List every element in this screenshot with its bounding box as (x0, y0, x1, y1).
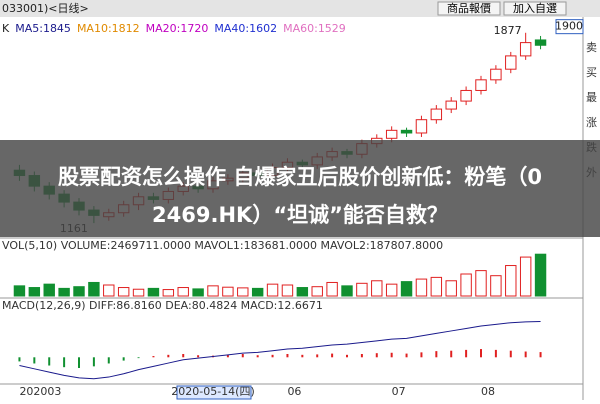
volume-bar (88, 281, 100, 297)
volume-bar (281, 284, 294, 297)
x-tick-label: 2020-05-14(四) (171, 385, 255, 398)
volume-bar (400, 281, 413, 297)
volume-bar (385, 283, 398, 297)
side-label: 买 (586, 66, 597, 79)
volume-bar (311, 286, 323, 297)
volume-bar (534, 253, 547, 297)
volume-bar (222, 286, 234, 297)
legend-entry: MA20:1720 (146, 22, 209, 35)
button[interactable] (437, 1, 501, 16)
x-tick-label: 08 (481, 385, 495, 398)
banner-line: 2469.HK）“坦诚”能否自救？ (152, 203, 448, 227)
stock-code: 033001)<日线> (2, 1, 89, 15)
volume-label: VOL(5,10) VOLUME:2469711.0000 MAVOL1:183… (2, 239, 443, 252)
volume-bar (147, 287, 160, 297)
legend-entry: MA60:1529 (283, 22, 346, 35)
volume-bar (73, 286, 85, 297)
volume-bar (341, 285, 353, 297)
volume-bar (162, 289, 175, 297)
volume-bar (177, 287, 189, 297)
volume-bar (296, 287, 309, 297)
volume-bar (356, 282, 368, 297)
volume-bar (371, 280, 383, 297)
candle-body (415, 119, 428, 134)
volume-bar (460, 273, 472, 297)
candle-body (505, 55, 517, 70)
tick-box (555, 19, 584, 35)
volume-bar (266, 283, 279, 297)
volume-bar (505, 265, 517, 297)
volume-bar (326, 281, 338, 297)
legend-entry: MA40:1602 (214, 22, 277, 35)
banner (0, 140, 600, 237)
volume-bar (519, 256, 532, 297)
button-label[interactable]: 商品報價 (447, 1, 491, 15)
volume-bar (475, 270, 487, 297)
banner-line: 股票配资怎么操作 自爆家丑后股价创新低：粉笔（0 (58, 165, 542, 189)
button-label[interactable]: 加入自選 (513, 2, 557, 15)
x-tick-label: 06 (287, 385, 301, 398)
candle-body (475, 79, 487, 91)
volume-bar (445, 280, 457, 297)
candle-body (490, 68, 502, 81)
candle-body (400, 129, 413, 134)
volume-bar (28, 287, 41, 297)
diff-line (19, 321, 541, 380)
side-label: 最 (586, 91, 597, 104)
candle-body (445, 100, 457, 110)
legend-entry: K (2, 22, 10, 35)
macd-label: MACD(12,26,9) DIFF:86.8160 DEA:80.4824 M… (2, 299, 323, 312)
side-label: 卖 (586, 41, 597, 54)
volume-bar (13, 285, 26, 297)
x-tick-label: 07 (392, 385, 406, 398)
volume-bar (430, 276, 443, 297)
volume-bar (58, 287, 70, 297)
volume-bar (207, 285, 219, 297)
legend-entry: MA5:1845 (15, 22, 71, 35)
date-highlight (176, 385, 252, 400)
volume-bar (415, 278, 428, 297)
candle-body (385, 129, 398, 139)
high-label: 1877 (494, 24, 522, 37)
side-label: 涨 (586, 116, 597, 129)
x-tick-label: 202003 (19, 385, 61, 398)
button[interactable] (503, 1, 567, 16)
volume-bar (192, 288, 204, 297)
candle-body (519, 42, 532, 57)
volume-bar (117, 287, 130, 297)
candle-body (534, 39, 547, 46)
volume-bar (132, 288, 145, 297)
volume-bar (251, 287, 264, 297)
volume-bar (490, 275, 502, 297)
volume-bar (237, 287, 249, 297)
y-tick-label: 1900 (555, 20, 583, 33)
volume-bar (103, 284, 115, 297)
candle-body (460, 89, 472, 102)
legend-entry: MA10:1812 (77, 22, 140, 35)
volume-bar (43, 283, 55, 297)
candle-body (430, 108, 443, 121)
